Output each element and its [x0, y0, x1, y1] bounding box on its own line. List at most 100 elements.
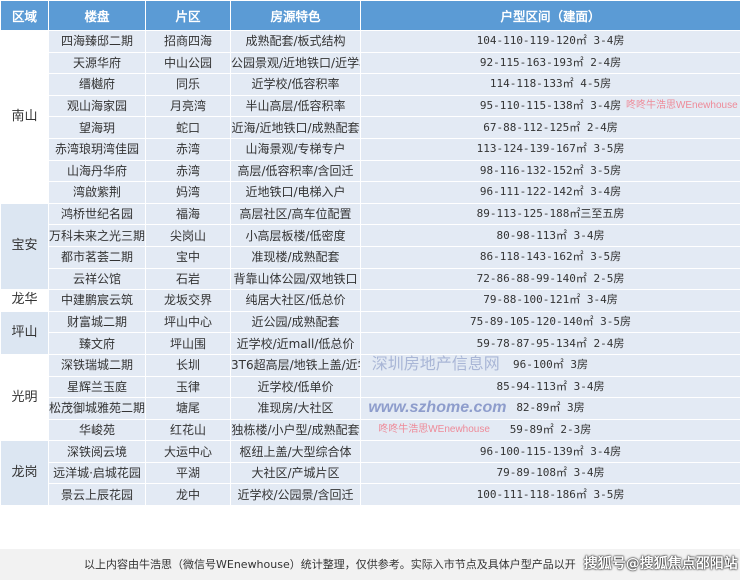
cell-features: 枢纽上盖/大型综合体 [230, 440, 361, 463]
cell-unit-range: 100-111-118-186㎡ 3-5房 [360, 483, 740, 507]
cell-unit-range: 96-100㎡ 3房 [360, 353, 740, 377]
table-row: 景云上辰花园 龙中 近学校/公园景/含回迁 100-111-118-186㎡ 3-5房 [1, 483, 740, 507]
cell-features: 3T6超高层/地铁上盖/近学校 [230, 353, 361, 377]
cell-unit-range: 75-89-105-120-140㎡ 3-5房 [360, 310, 740, 334]
footer-stamp: 搜狐号@搜狐焦点邵阳站 [583, 556, 738, 572]
cell-unit-range: 59-89㎡ 2-3房 [360, 418, 740, 442]
cell-features: 成熟配套/板式结构 [230, 30, 361, 53]
cell-area: 福海 [145, 202, 231, 226]
cell-unit-range: 89-113-125-188㎡三至五房 [360, 202, 740, 226]
cell-project: 远洋城·启城花园 [48, 461, 146, 485]
cell-region: 龙岗 [0, 440, 49, 507]
cell-unit-range: 113-124-139-167㎡ 3-5房 [360, 137, 740, 161]
cell-features: 近学校/低容积率 [230, 73, 361, 96]
table-row: 望海玥 蛇口 近海/近地铁口/成熟配套 67-88-112-125㎡ 2-4房 [1, 116, 740, 139]
cell-features: 独栋楼/小户型/成熟配套 [230, 418, 361, 442]
cell-region: 坪山 [0, 310, 49, 355]
table-row: 远洋城·启城花园 平湖 大社区/产城片区 79-89-108㎡ 3-4房 [1, 461, 740, 485]
table-row: 星辉兰玉庭 玉律 近学校/低单价 85-94-113㎡ 3-4房 [1, 375, 740, 399]
header-region: 区域 [0, 0, 49, 31]
cell-project: 望海玥 [48, 116, 146, 139]
cell-features: 近学校/低单价 [230, 375, 361, 399]
cell-unit-range: 80-98-113㎡ 3-4房 [360, 224, 740, 247]
cell-area: 中山公园 [145, 51, 231, 75]
cell-features: 背靠山体公园/双地铁口 [230, 267, 361, 291]
cell-features: 近学校/近mall/低总价 [230, 332, 361, 355]
cell-project: 都市茗荟二期 [48, 245, 146, 269]
cell-features: 近地铁口/电梯入户 [230, 181, 361, 204]
footer-note: 以上内容由牛浩思（微信号WEnewhouse）统计整理，仅供参考。实际入市节点及… [84, 558, 576, 571]
table-row: 观山海家园 月亮湾 半山高层/低容积率 95-110-115-138㎡ 3-4房 [1, 94, 740, 118]
cell-project: 景云上辰花园 [48, 483, 146, 507]
cell-project: 深铁阅云境 [48, 440, 146, 463]
cell-project: 臻文府 [48, 332, 146, 355]
cell-project: 财富城二期 [48, 310, 146, 334]
cell-features: 近公园/成熟配套 [230, 310, 361, 334]
cell-project: 星辉兰玉庭 [48, 375, 146, 399]
cell-features: 近学校/公园景/含回迁 [230, 483, 361, 507]
cell-unit-range: 85-94-113㎡ 3-4房 [360, 375, 740, 399]
cell-region: 宝安 [0, 202, 49, 291]
cell-area: 平湖 [145, 461, 231, 485]
cell-region: 光明 [0, 353, 49, 442]
cell-area: 妈湾 [145, 181, 231, 204]
cell-area: 塘尾 [145, 397, 231, 420]
cell-features: 小高层板楼/低密度 [230, 224, 361, 247]
cell-area: 月亮湾 [145, 94, 231, 118]
cell-area: 赤湾 [145, 137, 231, 161]
table-row: 云祥公馆 石岩 背靠山体公园/双地铁口 72-86-88-99-140㎡ 2-5房 [1, 267, 740, 291]
table-row: 天源华府 中山公园 公园景观/近地铁口/近学校 92-115-163-193㎡ 2-4… [1, 51, 740, 75]
cell-area: 龙坂交界 [145, 289, 231, 312]
cell-area: 龙中 [145, 483, 231, 507]
cell-unit-range: 96-100-115-139㎡ 3-4房 [360, 440, 740, 463]
table-row: 山海丹华府 赤湾 高层/低容积率/含回迁 98-116-132-152㎡ 3-5房 [1, 159, 740, 183]
cell-features: 山海景观/专梯专户 [230, 137, 361, 161]
cell-unit-range: 67-88-112-125㎡ 2-4房 [360, 116, 740, 139]
cell-features: 半山高层/低容积率 [230, 94, 361, 118]
cell-area: 尖岗山 [145, 224, 231, 247]
cell-project: 山海丹华府 [48, 159, 146, 183]
cell-area: 石岩 [145, 267, 231, 291]
table-row: 万科未来之光三期 尖岗山 小高层板楼/低密度 80-98-113㎡ 3-4房 [1, 224, 740, 247]
cell-area: 玉律 [145, 375, 231, 399]
cell-project: 中建鹏宸云筑 [48, 289, 146, 312]
table-row: 都市茗荟二期 宝中 准现楼/成熟配套 86-118-143-162㎡ 3-5房 [1, 245, 740, 269]
footer: 以上内容由牛浩思（微信号WEnewhouse）统计整理，仅供参考。实际入市节点及… [0, 549, 740, 580]
header-area: 片区 [145, 0, 231, 31]
table-row: 缙樾府 同乐 近学校/低容积率 114-118-133㎡ 4-5房 [1, 73, 740, 96]
cell-unit-range: 72-86-88-99-140㎡ 2-5房 [360, 267, 740, 291]
cell-area: 赤湾 [145, 159, 231, 183]
cell-project: 四海臻邸二期 [48, 30, 146, 53]
cell-project: 华峻苑 [48, 418, 146, 442]
table-row: 宝安 鸿桥世纪名园 福海 高层社区/高车位配置 89-113-125-188㎡三至五房 [0, 202, 740, 291]
cell-unit-range: 95-110-115-138㎡ 3-4房 [360, 94, 740, 118]
table-row: 赤湾琅玥湾佳园 赤湾 山海景观/专梯专户 113-124-139-167㎡ 3-5房 [1, 137, 740, 161]
cell-project: 天源华府 [48, 51, 146, 75]
cell-region: 南山 [0, 30, 49, 204]
cell-project: 松茂御城雅苑二期 [48, 397, 146, 420]
cell-unit-range: 92-115-163-193㎡ 2-4房 [360, 51, 740, 75]
cell-unit-range: 86-118-143-162㎡ 3-5房 [360, 245, 740, 269]
cell-project: 深铁瑞城二期 [48, 353, 146, 377]
cell-project: 云祥公馆 [48, 267, 146, 291]
table-header-row: 区域 楼盘 片区 房源特色 户型区间（建面） [0, 0, 740, 31]
table-row: 华峻苑 红花山 独栋楼/小户型/成熟配套 59-89㎡ 2-3房 [1, 418, 740, 442]
cell-unit-range: 79-88-100-121㎡ 3-4房 [360, 289, 740, 312]
cell-features: 大社区/产城片区 [230, 461, 361, 485]
cell-project: 万科未来之光三期 [48, 224, 146, 247]
cell-unit-range: 114-118-133㎡ 4-5房 [360, 73, 740, 96]
cell-features: 高层社区/高车位配置 [230, 202, 361, 226]
header-unit-range: 户型区间（建面） [360, 0, 740, 31]
table-row: 臻文府 坪山围 近学校/近mall/低总价 59-78-87-95-134㎡ 2-4房 [1, 332, 740, 355]
cell-area: 坪山围 [145, 332, 231, 355]
cell-features: 准现楼/成熟配套 [230, 245, 361, 269]
table-row: 龙岗 深铁阅云境 大运中心 枢纽上盖/大型综合体 96-100-115-139㎡ 3-4… [0, 440, 740, 507]
cell-unit-range: 104-110-119-120㎡ 3-4房 [360, 30, 740, 53]
cell-region: 龙华 [0, 289, 49, 312]
table-row: 湾啟紫荆 妈湾 近地铁口/电梯入户 96-111-122-142㎡ 3-4房 [1, 181, 740, 204]
cell-features: 纯居大社区/低总价 [230, 289, 361, 312]
cell-features: 公园景观/近地铁口/近学校 [230, 51, 361, 75]
cell-unit-range: 59-78-87-95-134㎡ 2-4房 [360, 332, 740, 355]
cell-project: 赤湾琅玥湾佳园 [48, 137, 146, 161]
table-row: 南山 四海臻邸二期 招商四海 成熟配套/板式结构 104-110-119-120㎡ 3-… [0, 30, 740, 204]
